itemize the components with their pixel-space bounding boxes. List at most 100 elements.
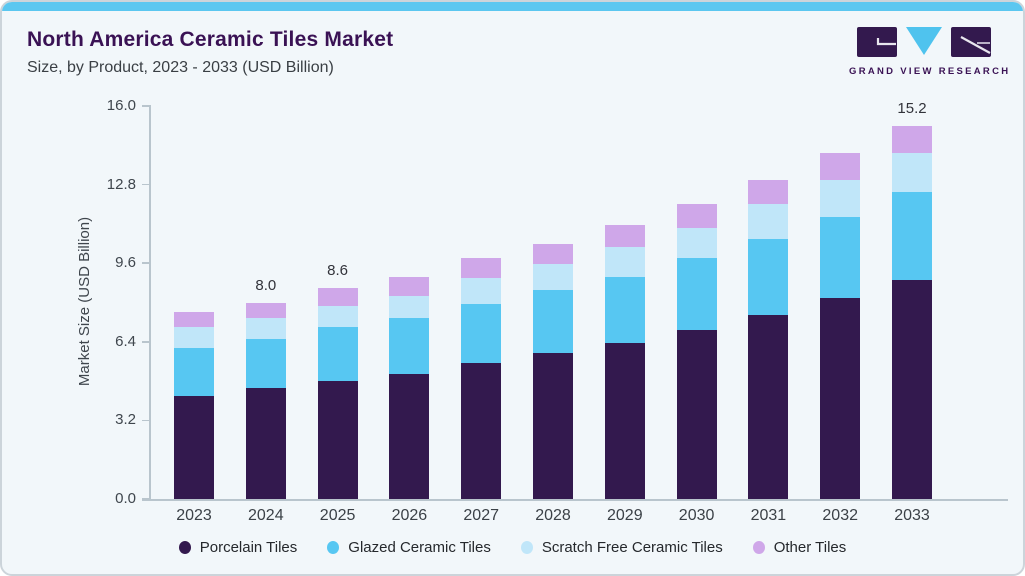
bar-2033 xyxy=(892,125,932,499)
bar-2031 xyxy=(748,179,789,499)
segment-porcelain-tiles xyxy=(748,314,789,499)
chart-legend: Porcelain Tiles Glazed Ceramic Tiles Scrat… xyxy=(2,539,1023,556)
segment-scratch-free-ceramic-tiles xyxy=(245,318,286,340)
bar-value-label-2024: 8.0 xyxy=(255,276,277,294)
y-tick-label-3.2: 3.2 xyxy=(115,411,136,429)
segment-glazed-ceramic-tiles xyxy=(389,318,430,374)
segment-porcelain-tiles xyxy=(461,362,502,499)
segment-scratch-free-ceramic-tiles xyxy=(461,277,502,304)
top-accent-bar xyxy=(2,2,1023,11)
segment-glazed-ceramic-tiles xyxy=(748,238,789,315)
bar-2023 xyxy=(174,312,214,499)
legend-label: Porcelain Tiles xyxy=(199,539,298,556)
segment-porcelain-tiles xyxy=(317,381,358,499)
legend-item-scratch-free-ceramic-tiles: Scratch Free Ceramic Tiles xyxy=(520,539,723,556)
segment-glazed-ceramic-tiles xyxy=(533,290,573,353)
segment-glazed-ceramic-tiles xyxy=(174,347,214,396)
y-tick-label-12.8: 12.8 xyxy=(106,175,136,193)
segment-other-tiles xyxy=(317,287,358,307)
gvr-logo-text: GRAND VIEW RESEARCH xyxy=(849,66,1011,77)
legend-label: Glazed Ceramic Tiles xyxy=(348,539,491,556)
segment-scratch-free-ceramic-tiles xyxy=(604,247,645,277)
segment-other-tiles xyxy=(820,152,861,180)
y-tick-label-0.0: 0.0 xyxy=(115,490,136,507)
segment-porcelain-tiles xyxy=(676,329,717,499)
page-title: North America Ceramic Tiles Market xyxy=(27,28,394,51)
legend-item-porcelain-tiles: Porcelain Tiles xyxy=(178,539,298,556)
segment-other-tiles xyxy=(748,179,789,205)
segment-glazed-ceramic-tiles xyxy=(461,303,502,363)
segment-scratch-free-ceramic-tiles xyxy=(533,264,573,291)
page-subtitle: Size, by Product, 2023 - 2033 (USD Billi… xyxy=(27,59,334,76)
bar-2026 xyxy=(389,276,430,499)
segment-other-tiles xyxy=(892,125,932,153)
x-axis-line xyxy=(142,499,1008,501)
segment-other-tiles xyxy=(676,204,717,228)
x-tick-label-2025: 2025 xyxy=(319,507,356,524)
legend-item-glazed-ceramic-tiles: Glazed Ceramic Tiles xyxy=(327,539,491,556)
x-tick-label-2026: 2026 xyxy=(391,507,428,524)
y-tick-label-16.0: 16.0 xyxy=(106,97,136,114)
y-axis-line xyxy=(149,105,151,500)
legend-dot-icon xyxy=(327,541,340,554)
x-tick-label-2031: 2031 xyxy=(750,507,787,524)
segment-porcelain-tiles xyxy=(174,395,214,499)
legend-label: Other Tiles xyxy=(773,539,847,556)
segment-scratch-free-ceramic-tiles xyxy=(317,306,358,328)
segment-glazed-ceramic-tiles xyxy=(820,216,861,298)
legend-label: Scratch Free Ceramic Tiles xyxy=(541,539,723,556)
segment-porcelain-tiles xyxy=(892,280,932,499)
segment-glazed-ceramic-tiles xyxy=(676,258,717,330)
gvr-logo-mark-icon xyxy=(857,27,991,57)
y-tick-label-6.4: 6.4 xyxy=(115,332,136,350)
segment-scratch-free-ceramic-tiles xyxy=(389,296,430,319)
segment-glazed-ceramic-tiles xyxy=(892,191,932,281)
segment-scratch-free-ceramic-tiles xyxy=(174,327,214,348)
bar-2029 xyxy=(604,225,645,499)
segment-other-tiles xyxy=(604,225,645,248)
bar-2027 xyxy=(461,258,502,499)
x-tick-label-2029: 2029 xyxy=(607,507,643,524)
x-tick-label-2033: 2033 xyxy=(894,507,930,524)
segment-other-tiles xyxy=(533,243,573,265)
legend-dot-icon xyxy=(752,541,765,554)
y-tick-mark xyxy=(142,419,150,422)
legend-dot-icon xyxy=(178,541,191,554)
legend-item-other-tiles: Other Tiles xyxy=(752,539,847,556)
segment-glazed-ceramic-tiles xyxy=(604,276,645,343)
y-axis-title: Market Size (USD Billion) xyxy=(76,216,93,387)
segment-glazed-ceramic-tiles xyxy=(245,339,286,389)
y-tick-mark xyxy=(142,105,150,107)
segment-porcelain-tiles xyxy=(389,373,430,499)
y-tick-label-9.6: 9.6 xyxy=(115,254,136,272)
y-tick-mark xyxy=(142,498,150,500)
grand-view-research-logo: GRAND VIEW RESEARCH xyxy=(849,26,1011,77)
x-tick-label-2028: 2028 xyxy=(535,507,571,524)
segment-other-tiles xyxy=(174,312,214,328)
x-tick-label-2023: 2023 xyxy=(176,507,212,524)
segment-other-tiles xyxy=(389,276,430,297)
y-tick-mark xyxy=(142,183,150,186)
legend-dot-icon xyxy=(520,541,533,554)
x-tick-label-2024: 2024 xyxy=(248,507,284,524)
x-tick-label-2030: 2030 xyxy=(678,507,715,524)
segment-scratch-free-ceramic-tiles xyxy=(820,179,861,217)
bar-2028 xyxy=(533,243,573,499)
segment-porcelain-tiles xyxy=(533,352,573,499)
segment-other-tiles xyxy=(245,302,286,319)
bar-value-label-2033: 15.2 xyxy=(897,99,927,117)
bar-2025 xyxy=(317,287,358,499)
segment-glazed-ceramic-tiles xyxy=(317,327,358,382)
y-tick-mark xyxy=(142,262,150,264)
segment-scratch-free-ceramic-tiles xyxy=(676,227,717,259)
bar-value-label-2025: 8.6 xyxy=(327,261,349,279)
segment-porcelain-tiles xyxy=(820,297,861,499)
bar-2030 xyxy=(676,204,717,499)
segment-scratch-free-ceramic-tiles xyxy=(892,152,932,192)
segment-other-tiles xyxy=(461,258,502,278)
y-tick-mark xyxy=(142,341,150,343)
bar-2032 xyxy=(820,152,861,499)
x-tick-label-2027: 2027 xyxy=(463,507,499,524)
